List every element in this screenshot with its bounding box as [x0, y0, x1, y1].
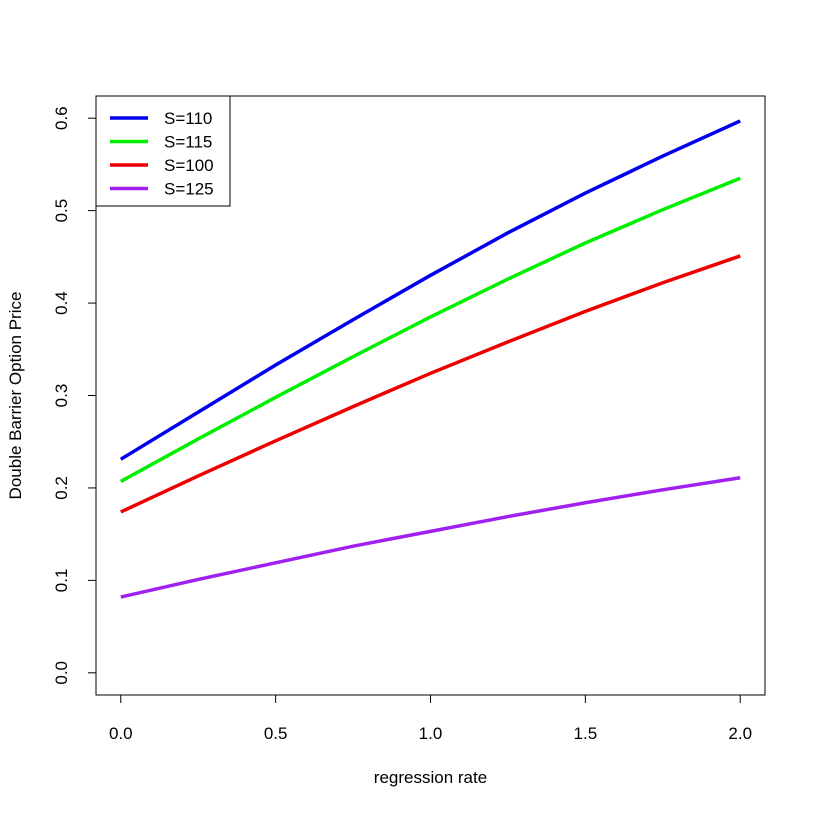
legend: S=110 S=115 S=100 S=125: [95, 95, 231, 207]
x-axis: 0.0 0.5 1.0 1.5 2.0: [109, 694, 752, 743]
y-tick-label: 0.3: [52, 384, 71, 408]
legend-label: S=115: [164, 133, 212, 152]
y-tick-label: 0.4: [52, 291, 71, 315]
x-tick-label: 0.5: [264, 724, 288, 743]
legend-label: S=125: [164, 180, 214, 199]
y-axis-label: Double Barrier Option Price: [6, 292, 25, 500]
x-axis-label: regression rate: [374, 768, 487, 787]
series-line: [119, 119, 741, 461]
series-line: [120, 476, 741, 599]
legend-label: S=100: [164, 156, 214, 175]
y-tick-label: 0.1: [52, 569, 71, 593]
x-tick-label: 1.5: [574, 724, 598, 743]
x-tick-label: 1.0: [419, 724, 443, 743]
x-tick-label: 2.0: [728, 724, 752, 743]
series-line: [119, 176, 741, 484]
y-tick-label: 0.5: [52, 199, 71, 223]
series-line: [120, 254, 741, 514]
legend-label: S=110: [164, 109, 212, 128]
series-layer: [119, 119, 741, 599]
y-tick-label: 0.6: [52, 106, 71, 130]
y-axis: 0.0 0.1 0.2 0.3 0.4 0.5 0.6: [52, 106, 97, 685]
y-tick-label: 0.0: [52, 661, 71, 685]
y-tick-label: 0.2: [52, 476, 71, 500]
x-tick-label: 0.0: [109, 724, 133, 743]
